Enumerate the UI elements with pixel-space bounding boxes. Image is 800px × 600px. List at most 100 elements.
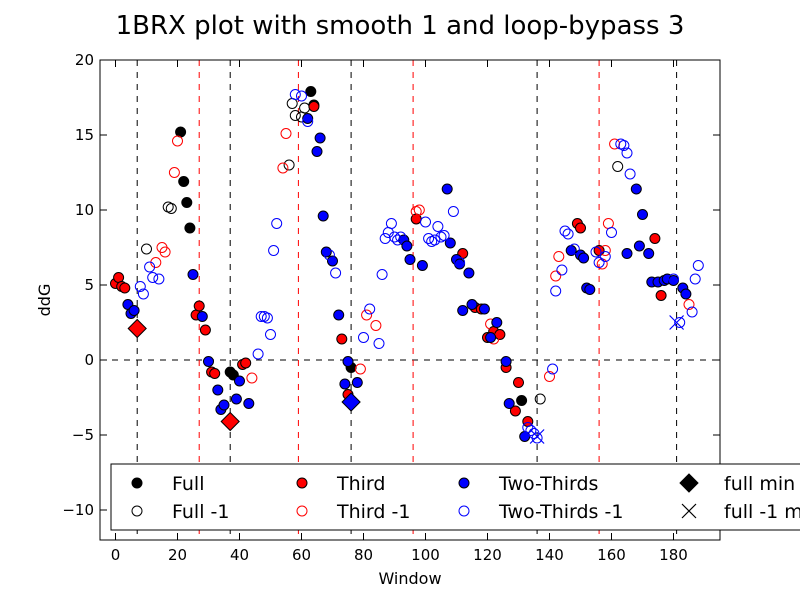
data-point <box>668 273 679 285</box>
data-point <box>283 159 295 171</box>
data-point <box>159 246 171 258</box>
y-tick-label: 15 <box>75 126 94 144</box>
data-point <box>599 251 611 262</box>
y-tick-label: 0 <box>84 351 94 369</box>
x-tick-label: 40 <box>230 546 249 564</box>
data-point <box>336 333 348 345</box>
data-point <box>454 257 466 268</box>
data-point <box>466 299 478 310</box>
data-point <box>637 209 648 220</box>
data-point <box>379 233 391 244</box>
data-point <box>302 116 314 127</box>
data-point <box>289 89 301 100</box>
data-point <box>165 203 177 214</box>
y-tick-label: 5 <box>84 276 94 294</box>
data-point <box>457 305 469 316</box>
legend-label: Two-Thirds -1 <box>498 501 623 523</box>
data-point <box>364 303 376 315</box>
data-point <box>178 176 190 187</box>
data-point <box>423 233 435 244</box>
data-point <box>485 332 497 343</box>
data-point <box>296 90 307 102</box>
data-point <box>692 260 704 271</box>
y-ticks: −10 −5 0 5 10 15 20 <box>62 51 720 519</box>
data-point <box>562 228 574 240</box>
y-tick-label: −5 <box>72 426 94 444</box>
data-point <box>624 168 636 180</box>
data-point <box>534 393 546 405</box>
data-point <box>289 110 301 121</box>
data-point <box>199 324 211 336</box>
data-point <box>196 311 208 322</box>
data-point <box>181 197 193 208</box>
data-point <box>556 264 568 276</box>
data-point <box>680 288 692 300</box>
data-point <box>271 218 283 229</box>
data-point <box>531 432 543 444</box>
data-point <box>404 254 416 265</box>
data-point <box>500 356 512 367</box>
series-two-thirds <box>122 113 692 442</box>
data-point <box>655 290 667 301</box>
data-point <box>432 221 444 232</box>
legend-box <box>110 463 800 531</box>
data-point <box>447 206 459 217</box>
x-tick-label: 100 <box>411 546 440 564</box>
data-point <box>230 393 242 405</box>
data-point <box>441 183 453 195</box>
data-point <box>683 299 695 310</box>
data-point <box>649 233 661 244</box>
legend-marker <box>679 473 699 493</box>
x-tick-label: 180 <box>659 546 688 564</box>
data-point <box>689 273 701 285</box>
legend-label: full min <box>724 473 795 495</box>
data-point <box>630 183 642 195</box>
data-point <box>559 225 571 237</box>
data-point <box>308 101 320 112</box>
data-point <box>280 128 292 139</box>
data-point <box>686 306 698 318</box>
x-axis-label: Window <box>378 569 441 588</box>
data-point <box>320 246 332 258</box>
legend: Full Full -1 Third Third -1 Two-Thirds Two-Th… <box>110 463 800 531</box>
series-two-thirds-1 <box>134 89 704 444</box>
data-point <box>602 218 614 229</box>
data-point <box>429 234 441 246</box>
data-point <box>127 318 147 339</box>
legend-marker <box>458 505 470 517</box>
data-point <box>153 273 165 285</box>
data-point <box>351 377 363 388</box>
legend-label: Third -1 <box>336 501 410 523</box>
data-point <box>252 348 264 360</box>
x-tick-label: 160 <box>597 546 626 564</box>
data-point <box>240 357 252 369</box>
data-point <box>175 126 187 138</box>
plot-area <box>100 60 720 540</box>
y-tick-label: −10 <box>62 501 94 519</box>
data-point <box>578 252 590 264</box>
data-point <box>342 356 354 367</box>
data-point <box>593 257 605 268</box>
data-point <box>268 245 280 256</box>
data-point <box>327 255 338 267</box>
data-point <box>265 329 276 340</box>
data-point <box>299 102 311 114</box>
legend-label: full -1 m <box>724 501 800 523</box>
data-point <box>550 285 562 297</box>
data-point <box>134 281 146 292</box>
data-point <box>339 378 351 390</box>
y-tick-label: 20 <box>75 51 94 69</box>
x-tick-label: 80 <box>354 546 373 564</box>
data-point <box>478 303 490 315</box>
data-point <box>618 140 630 151</box>
data-point <box>575 222 586 234</box>
data-point <box>218 399 230 411</box>
data-point <box>361 309 373 321</box>
data-point <box>609 138 621 150</box>
chart-title: 1BRX plot with smooth 1 and loop-bypass … <box>116 11 685 41</box>
data-point <box>311 146 323 157</box>
data-point <box>137 288 149 300</box>
data-point <box>513 377 524 388</box>
legend-label: Full <box>172 473 205 495</box>
data-point <box>333 309 345 321</box>
